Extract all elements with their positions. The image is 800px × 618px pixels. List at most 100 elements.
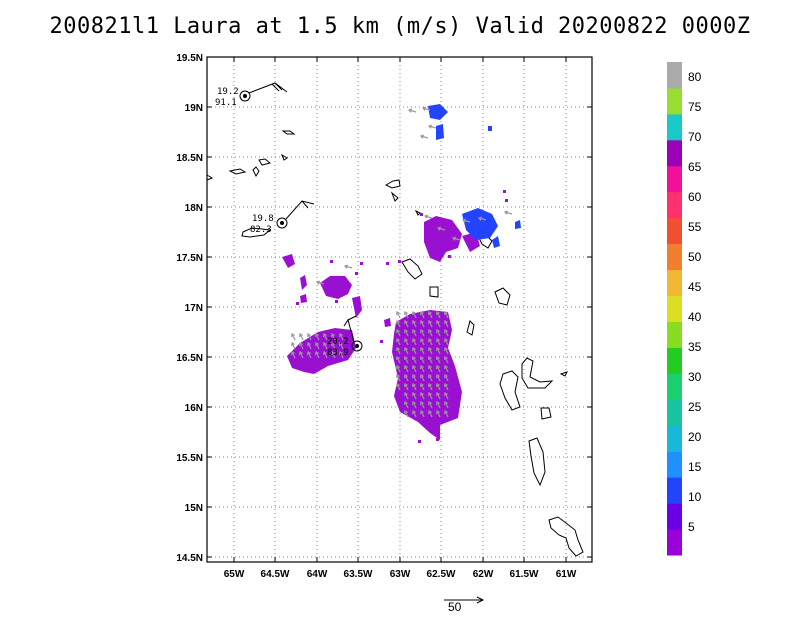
wind-vector	[420, 410, 425, 418]
wind-speed-patch	[436, 124, 444, 140]
colorbar-labels: 5 10 15 20 25 30 35 40 45 50 55 60 65 70 75 80	[688, 70, 702, 534]
scale-arrow-label: 50	[448, 600, 462, 614]
wind-speed-patch	[492, 236, 500, 248]
wind-vector	[299, 333, 304, 341]
island-outline	[528, 437, 546, 487]
lat-tick-label: 19N	[185, 103, 203, 114]
colorbar-label: 25	[688, 400, 702, 414]
wind-vector	[412, 329, 417, 337]
wind-vector	[408, 109, 417, 113]
wind-vector-head	[395, 347, 400, 352]
lat-tick-label: 18N	[185, 203, 203, 214]
wind-vector-head	[427, 338, 432, 343]
wind-vector	[420, 347, 425, 355]
wind-vector-head	[306, 342, 311, 347]
wind-vector-head	[443, 374, 448, 379]
wind-vector	[428, 311, 433, 319]
wind-vector	[412, 392, 417, 400]
wind-vector	[424, 215, 433, 219]
wind-vector	[396, 320, 401, 328]
wind-vector	[412, 365, 417, 373]
wind-vector-head	[315, 280, 321, 285]
wind-vector-head	[427, 392, 432, 397]
wind-vector	[444, 374, 449, 382]
wind-vector-head	[395, 383, 400, 388]
wind-vector-head	[443, 338, 448, 343]
wind-vector	[307, 342, 312, 350]
wind-vector	[444, 365, 449, 373]
wind-vector-head	[443, 365, 448, 370]
wind-barb	[343, 315, 357, 343]
wind-vector-head	[298, 342, 303, 347]
colorbar-swatch	[667, 87, 682, 115]
wind-vector-head	[435, 392, 440, 397]
wind-vector-head	[419, 410, 424, 415]
wind-speed-speck	[335, 300, 338, 303]
wind-vector	[436, 410, 441, 418]
colorbar-swatch	[667, 425, 682, 452]
island-outline	[384, 179, 401, 189]
wind-vector-head	[427, 410, 432, 415]
colorbar-swatch	[667, 477, 682, 504]
wind-vector-head	[451, 236, 457, 241]
wind-vector	[323, 333, 328, 341]
wind-vector-head	[419, 401, 424, 406]
storm-marker: 19.2 91.1	[215, 82, 288, 108]
wind-vector-head	[298, 351, 303, 356]
wind-vector	[404, 365, 409, 373]
wind-vector-head	[419, 356, 424, 361]
wind-vector-head	[306, 333, 311, 338]
wind-vector	[428, 125, 437, 129]
colorbar-swatch	[667, 269, 682, 297]
wind-speed-patch	[300, 275, 307, 290]
wind-vector-head	[427, 383, 432, 388]
storm-marker: 19.8 82.3	[250, 200, 315, 235]
wind-vector-head	[330, 342, 335, 347]
wind-speed-speck	[436, 438, 439, 441]
lat-tick-label: 15N	[185, 503, 203, 514]
colorbar-swatch	[667, 191, 682, 219]
wind-vector	[412, 347, 417, 355]
wind-vector	[339, 351, 344, 359]
wind-speed-speck	[505, 199, 508, 202]
wind-vector-head	[427, 320, 432, 325]
wind-vector-head	[419, 320, 424, 325]
wind-vector	[462, 219, 471, 223]
wind-vector-head	[411, 356, 416, 361]
wind-vector-head	[411, 365, 416, 370]
wind-vector-head	[435, 329, 440, 334]
colorbar-label: 15	[688, 460, 702, 474]
wind-vector	[436, 347, 441, 355]
wind-vector-head	[427, 401, 432, 406]
wind-vector-head	[338, 342, 343, 347]
lon-tick-label: 64W	[307, 569, 328, 580]
wind-vector-head	[395, 311, 400, 316]
wind-speed-speck	[355, 272, 358, 275]
wind-vector	[436, 374, 441, 382]
wind-speed-patch	[515, 220, 521, 229]
wind-vector	[404, 410, 409, 418]
colorbar-swatch	[667, 113, 682, 141]
wind-vector	[396, 356, 401, 364]
wind-vector	[331, 342, 336, 350]
scale-arrow	[444, 596, 485, 604]
lon-tick-label: 63.5W	[344, 569, 373, 580]
colorbar-label: 70	[688, 130, 702, 144]
wind-vector-head	[419, 329, 424, 334]
wind-vector	[344, 265, 353, 269]
wind-vector-head	[338, 333, 343, 338]
wind-vector-head	[314, 342, 319, 347]
colorbar-swatch	[667, 373, 682, 400]
island-outline	[390, 191, 399, 202]
wind-vector	[420, 338, 425, 346]
colorbar-label: 55	[688, 220, 702, 234]
wind-vector	[436, 311, 441, 319]
wind-vector	[428, 329, 433, 337]
wind-vector	[404, 329, 409, 337]
wind-vector	[428, 338, 433, 346]
colorbar-swatch	[667, 62, 682, 89]
wind-speed-patch	[462, 208, 498, 240]
wind-vector-head	[395, 329, 400, 334]
wind-vector	[315, 333, 320, 341]
storm-lon-label: 83.9	[327, 348, 349, 358]
